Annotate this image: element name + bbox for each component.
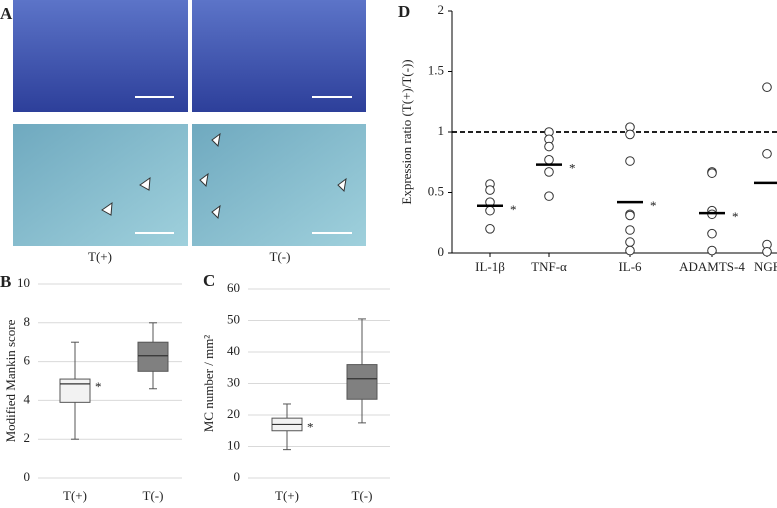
box: [137, 341, 169, 372]
panel-label: C: [203, 271, 215, 290]
data-point: [707, 168, 717, 178]
annotation: *: [95, 379, 102, 394]
y-tick-label: 0: [24, 469, 31, 484]
y-tick-label: 40: [227, 343, 240, 358]
annotation: *: [650, 198, 657, 213]
x-tick-label: T(-): [352, 488, 373, 503]
annotation: *: [569, 161, 576, 176]
data-point: [625, 245, 635, 256]
y-axis-label: MC number / mm²: [201, 335, 216, 433]
data-point: [625, 237, 635, 247]
y-tick-label: 6: [24, 353, 31, 368]
annotation: *: [732, 209, 739, 224]
x-tick-label: T(+): [275, 488, 299, 503]
image-bottom-right: [192, 124, 366, 246]
data-point: [485, 205, 495, 216]
data-point: [707, 228, 717, 239]
y-tick-label: 1: [438, 123, 445, 138]
data-point: [762, 82, 772, 93]
data-point: [625, 225, 635, 235]
data-point: [707, 245, 717, 256]
y-tick-label: 20: [227, 406, 240, 421]
panel-label: D: [398, 2, 410, 21]
y-tick-label: 30: [227, 374, 240, 389]
arrowhead: [337, 177, 347, 193]
x-tick-label: T(-): [143, 488, 164, 503]
data-point: [544, 155, 554, 165]
image-top-left: [13, 0, 188, 112]
y-tick-label: 2: [24, 430, 31, 445]
y-tick-label: 1.5: [428, 62, 444, 77]
image-bottom-left: [13, 124, 188, 246]
y-tick-label: 10: [17, 275, 30, 290]
data-point: [544, 191, 554, 201]
y-axis-label: Expression ratio (T(+)/T(-)): [399, 59, 414, 204]
x-tick-label: T(+): [63, 488, 87, 503]
y-tick-label: 4: [24, 391, 31, 406]
annotation: *: [510, 202, 517, 217]
y-tick-label: 0.5: [428, 183, 444, 198]
data-point: [625, 210, 635, 221]
y-tick-label: 60: [227, 280, 240, 295]
x-tick-label: ADAMTS-4: [679, 259, 745, 274]
y-axis-label: Modified Mankin score: [3, 319, 18, 442]
y-tick-label: 50: [227, 311, 240, 326]
arrowhead: [199, 172, 209, 188]
data-point: [485, 185, 495, 195]
panel-label: B: [0, 272, 11, 291]
image-label: T(-): [270, 249, 291, 264]
micrographs: [13, 0, 366, 246]
y-tick-label: 10: [227, 437, 240, 452]
y-tick-label: 8: [24, 314, 31, 329]
data-point: [762, 148, 772, 159]
data-point: [625, 156, 635, 166]
arrowhead: [101, 201, 113, 216]
data-point: [762, 246, 772, 257]
x-tick-label: TNF-α: [531, 259, 567, 274]
arrowhead: [211, 204, 221, 220]
arrowhead: [211, 132, 221, 148]
panel-label: A: [0, 4, 13, 23]
data-point: [544, 167, 554, 177]
annotation: *: [307, 419, 314, 434]
box: [59, 378, 91, 403]
data-point: [625, 129, 635, 140]
y-tick-label: 0: [234, 469, 241, 484]
data-point: [544, 141, 554, 152]
box: [346, 364, 378, 400]
y-tick-label: 2: [438, 2, 445, 17]
x-tick-label: IL-6: [618, 259, 642, 274]
y-tick-label: 0: [438, 244, 445, 259]
data-point: [485, 224, 495, 234]
x-tick-label: IL-1β: [475, 259, 505, 274]
image-top-right: [192, 0, 366, 112]
arrowhead: [139, 176, 151, 191]
x-tick-label: NGF: [754, 259, 777, 274]
image-label: T(+): [88, 249, 112, 264]
